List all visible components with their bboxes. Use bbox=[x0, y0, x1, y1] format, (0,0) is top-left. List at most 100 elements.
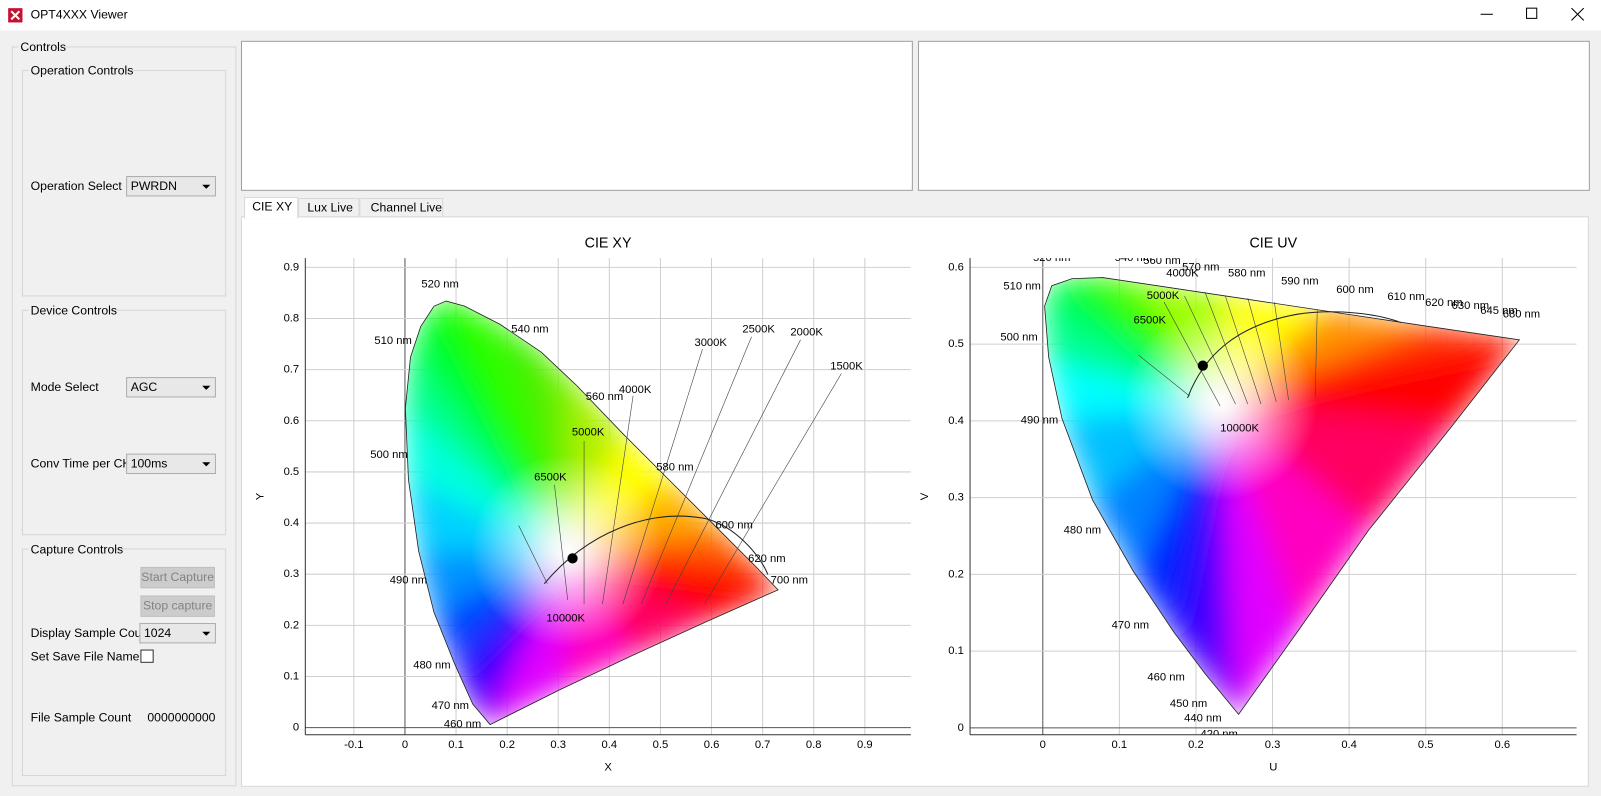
wavelength-label: 470 nm bbox=[432, 700, 469, 712]
x-tick-label: 0.5 bbox=[653, 739, 669, 751]
y-tick-label: 0 bbox=[293, 722, 299, 734]
app-icon-glyph bbox=[10, 10, 21, 21]
conv-time-select[interactable] bbox=[126, 453, 216, 475]
controls-group bbox=[11, 46, 237, 787]
y-tick-label: 0.2 bbox=[948, 568, 964, 580]
y-tick-label: 0.8 bbox=[284, 312, 300, 324]
x-tick-label: 0.2 bbox=[499, 739, 515, 751]
wavelength-label: 630 nm bbox=[1452, 300, 1489, 312]
wavelength-label: 440 nm bbox=[1184, 712, 1221, 724]
tab[interactable] bbox=[359, 197, 444, 218]
cct-label: 10000K bbox=[546, 612, 585, 624]
measured-point bbox=[1197, 360, 1208, 371]
start-capture-button[interactable] bbox=[140, 566, 215, 589]
wavelength-label: 700 nm bbox=[771, 575, 808, 587]
wavelength-label: 570 nm bbox=[1182, 261, 1219, 273]
measured-point bbox=[567, 553, 578, 564]
isotherm bbox=[518, 525, 548, 584]
wavelength-label: 490 nm bbox=[390, 575, 427, 587]
wavelength-label: 450 nm bbox=[1170, 698, 1207, 710]
cct-label: 5000K bbox=[572, 427, 605, 439]
wavelength-label: 645 nm bbox=[1480, 305, 1517, 317]
y-tick-label: 0.6 bbox=[284, 415, 300, 427]
y-tick-label: 0.1 bbox=[948, 645, 964, 657]
x-tick-label: 0.4 bbox=[602, 739, 618, 751]
tab-label: CIE XY bbox=[252, 199, 292, 213]
y-tick-label: 0.9 bbox=[284, 261, 300, 273]
white-region bbox=[1123, 306, 1318, 501]
x-tick-label: 0.6 bbox=[1494, 739, 1510, 751]
cie-plot: CIE UV U V 0 0.1 0.2 0.3 0.4 0.5 0.6 0 0.1 0.2 0.3 0.4… bbox=[919, 236, 1577, 773]
label-bg bbox=[28, 64, 125, 77]
wavelength-label: 620 nm bbox=[748, 553, 785, 565]
cct-label: 3000K bbox=[694, 337, 727, 349]
x-tick-label: 0.3 bbox=[1265, 739, 1281, 751]
y-tick-label: 0.4 bbox=[284, 517, 300, 529]
x-tick-label: 0.2 bbox=[1188, 739, 1204, 751]
conv-time-label: Conv Time per CH bbox=[31, 457, 132, 471]
tab[interactable] bbox=[298, 197, 360, 218]
wavelength-label: 510 nm bbox=[374, 335, 411, 347]
dropdown-arrow bbox=[202, 631, 211, 636]
close-button[interactable] bbox=[1571, 7, 1585, 21]
plot-area: 520 nm 540 nm 510 nm 560 nm 500 nm 580 nm 600 … bbox=[370, 279, 863, 731]
wavelength-label: 560 nm bbox=[586, 391, 623, 403]
wavelength-label: 500 nm bbox=[1000, 332, 1037, 344]
top-left-panel bbox=[240, 40, 913, 191]
operation-title: Operation Controls bbox=[31, 64, 134, 78]
y-tick-label: 0.7 bbox=[284, 364, 300, 376]
start-capture-text: Start Capture bbox=[141, 570, 214, 584]
cct-label: 5000K bbox=[1147, 290, 1180, 302]
planckian-locus bbox=[543, 515, 769, 585]
operation-select-label: Operation Select bbox=[31, 179, 123, 193]
capture-title: Capture Controls bbox=[31, 542, 124, 556]
cie-plot: CIE XY X Y -0.1 0 0.1 0.2 0.3 0.4 0.5 0.6 0.7 0.8 0.9… bbox=[254, 236, 911, 773]
spectral-locus bbox=[1044, 277, 1521, 716]
isotherm bbox=[1184, 295, 1236, 405]
maximize-button[interactable] bbox=[1526, 7, 1538, 19]
stop-capture-button[interactable] bbox=[140, 595, 215, 617]
plot-title: CIE UV bbox=[1249, 236, 1297, 252]
wavelength-label: 600 nm bbox=[715, 520, 752, 532]
tab-label: Lux Live bbox=[307, 200, 353, 214]
mode-select[interactable] bbox=[126, 377, 216, 398]
isotherm bbox=[602, 395, 634, 605]
wavelength-label: 560 nm bbox=[1143, 255, 1180, 267]
wavelength-label: 520 nm bbox=[421, 279, 458, 291]
y-tick-label: 0 bbox=[958, 722, 964, 734]
isotherm bbox=[704, 373, 842, 605]
isotherm bbox=[1163, 301, 1221, 407]
wavelength-label: 420 nm bbox=[1200, 729, 1237, 741]
wavelength-label: 460 nm bbox=[1147, 672, 1184, 684]
y-axis-label: Y bbox=[254, 492, 266, 500]
wavelength-label: 480 nm bbox=[1064, 525, 1101, 537]
save-name-checkbox[interactable] bbox=[140, 649, 154, 663]
wavelength-label: 610 nm bbox=[1387, 291, 1424, 303]
top-right-panel bbox=[917, 40, 1590, 191]
device-title: Device Controls bbox=[31, 303, 117, 317]
conv-time-value: 100ms bbox=[131, 457, 168, 471]
x-tick-label: 0.4 bbox=[1341, 739, 1357, 751]
isotherm bbox=[1138, 354, 1190, 397]
wavelength-label: 540 nm bbox=[511, 324, 548, 336]
isotherm bbox=[640, 336, 752, 605]
dropdown-arrow bbox=[202, 462, 211, 467]
x-tick-label: 0.3 bbox=[550, 739, 566, 751]
white-region bbox=[470, 454, 665, 649]
y-tick-label: 0.5 bbox=[284, 466, 300, 478]
mode-select-value: AGC bbox=[131, 380, 158, 394]
spectral-locus bbox=[404, 300, 779, 726]
isotherm bbox=[665, 339, 801, 605]
tab-label: Channel Live bbox=[371, 200, 443, 214]
operation-select[interactable] bbox=[126, 176, 216, 197]
x-tick-label: 0 bbox=[1040, 739, 1046, 751]
wavelength-label: 520 nm bbox=[1033, 252, 1070, 264]
display-count-select[interactable] bbox=[139, 623, 216, 644]
x-axis-label: U bbox=[1269, 761, 1277, 773]
cct-label: 2500K bbox=[742, 324, 775, 336]
x-tick-label: 0.5 bbox=[1418, 739, 1434, 751]
label-bg bbox=[28, 304, 109, 317]
